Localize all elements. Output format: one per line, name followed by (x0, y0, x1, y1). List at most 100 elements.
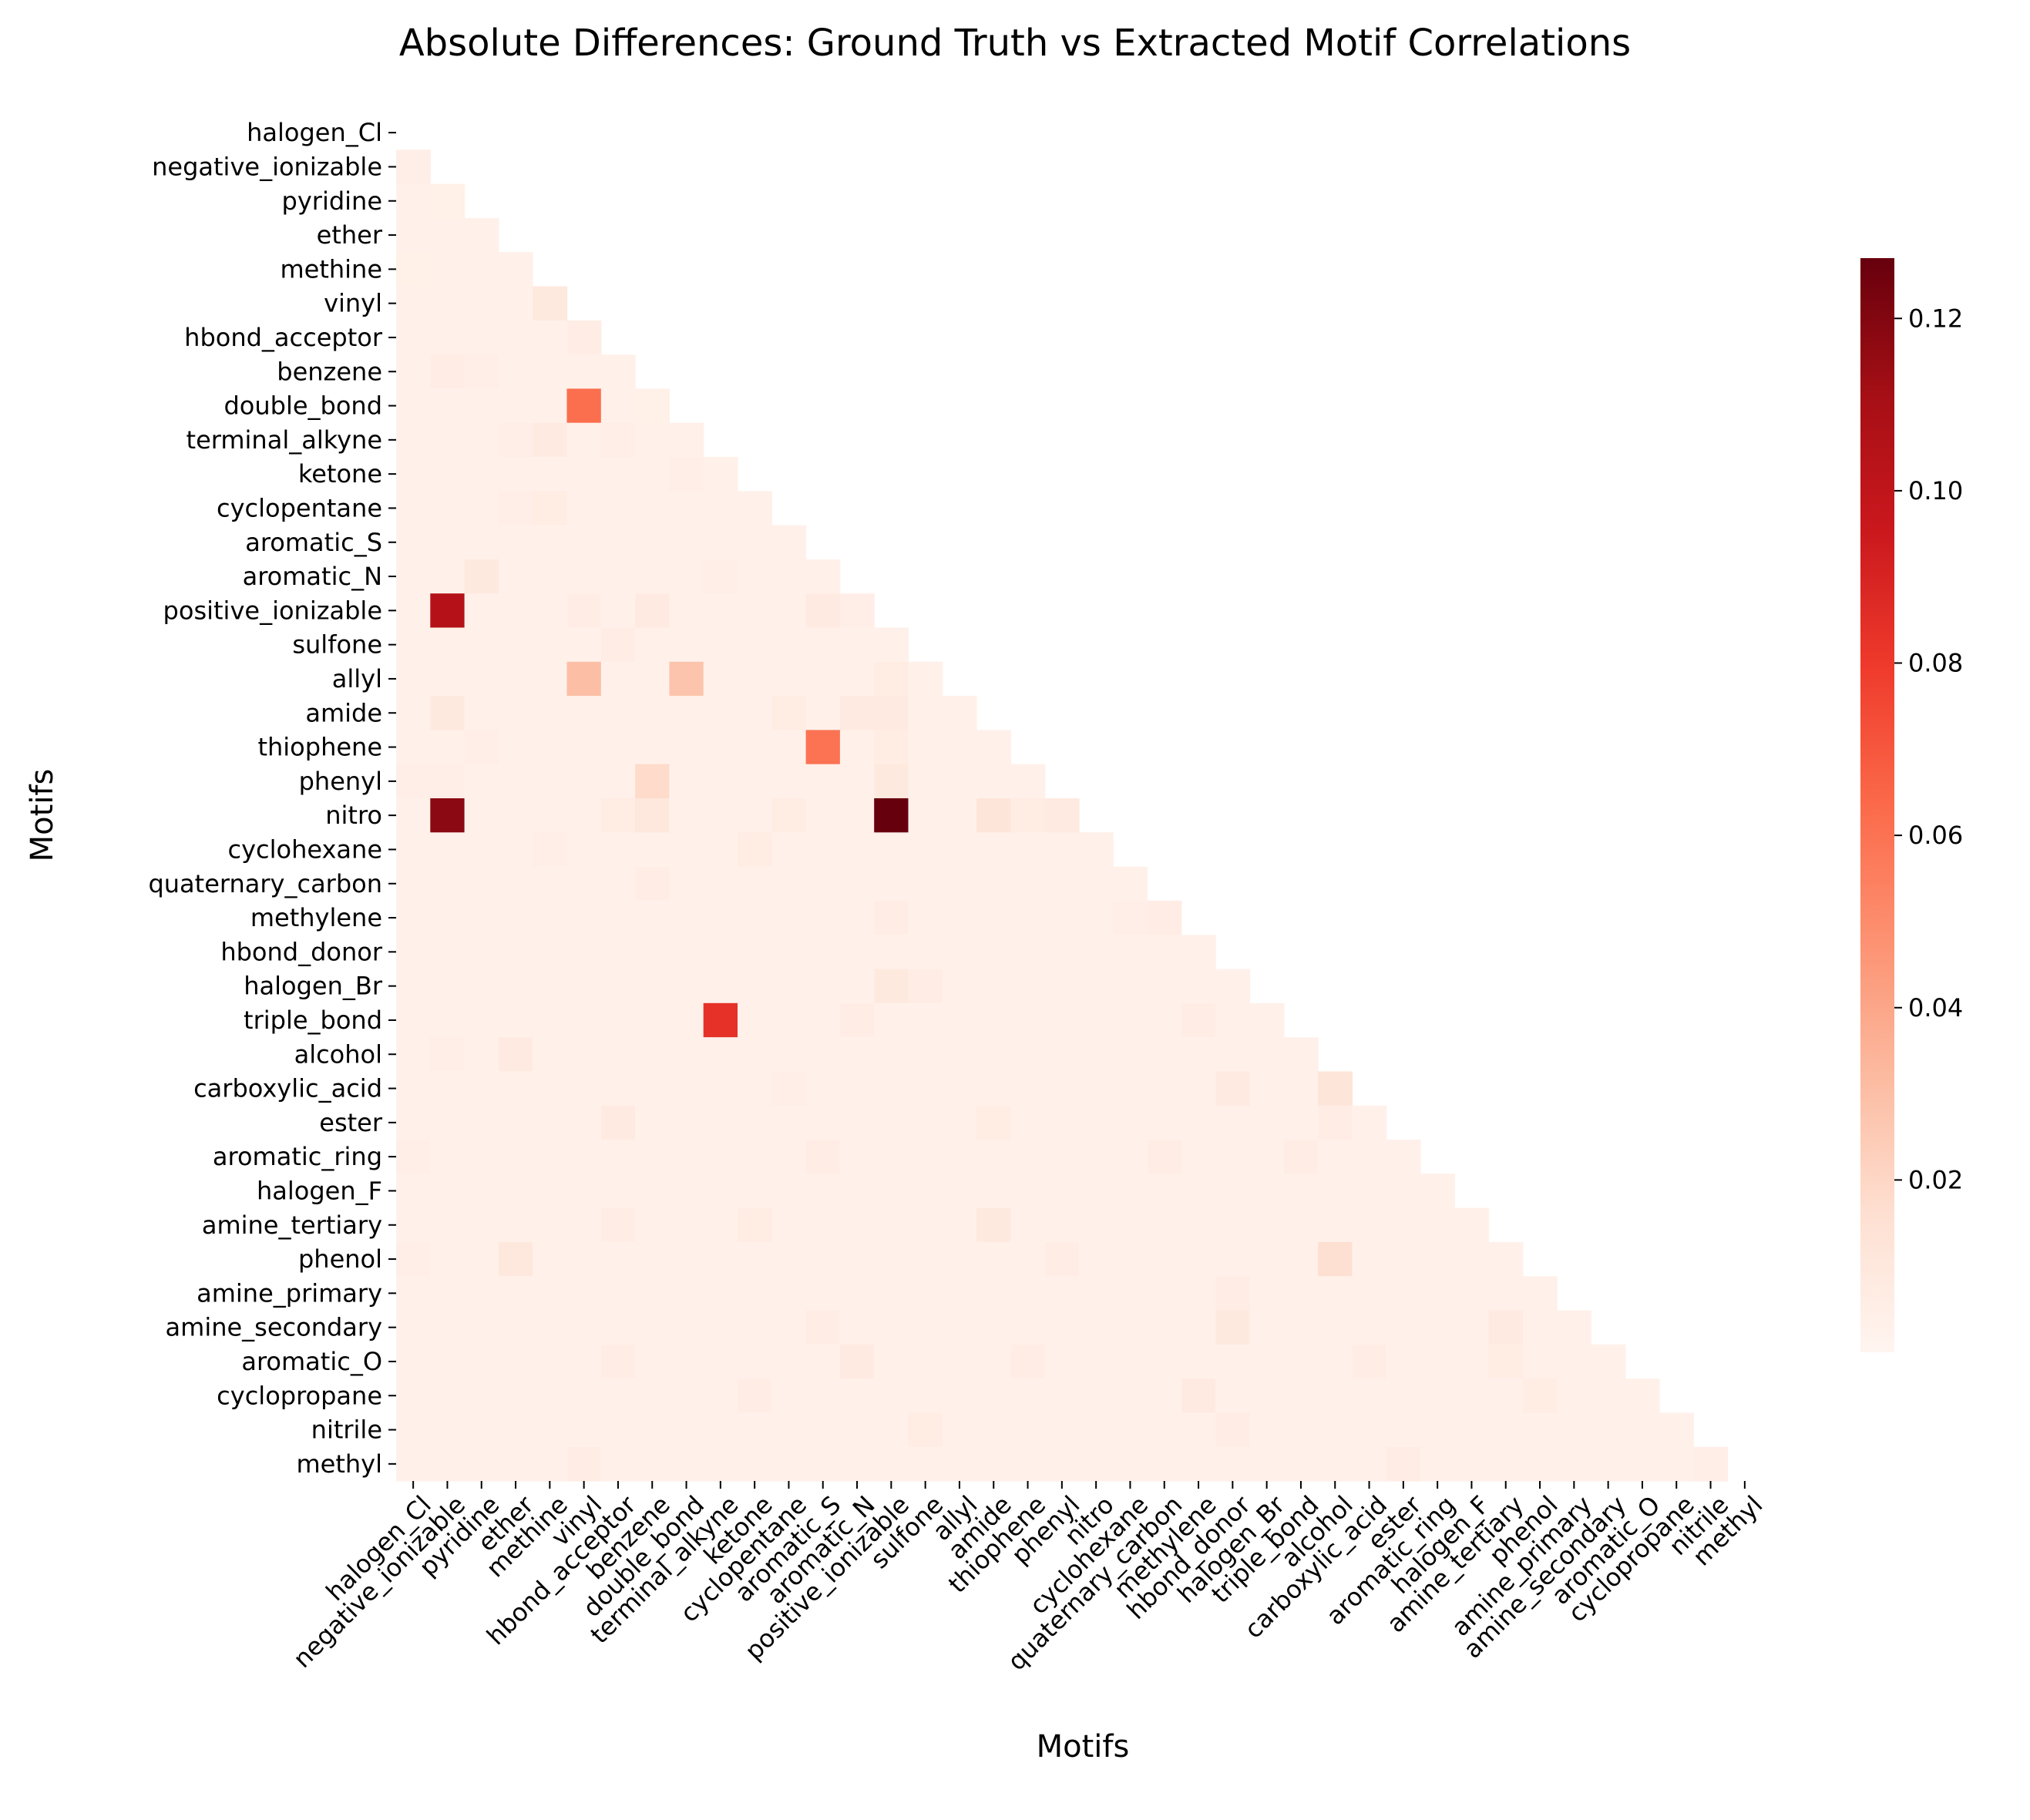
y-tick-label: amine_tertiary (202, 1211, 382, 1240)
heatmap-cell-alcohol-positive_ionizable (874, 1037, 909, 1072)
heatmap-cell-phenol-sulfone (908, 1241, 943, 1277)
heatmap-cell-aromatic_O-alcohol (1318, 1344, 1353, 1379)
heatmap-cell-amide-positive_ionizable (874, 696, 909, 730)
heatmap-cell-phenol-methylene (1181, 1241, 1216, 1277)
heatmap-cell-halogen_Br-positive_ionizable (874, 969, 909, 1004)
heatmap-cell-phenol-alcohol (1318, 1241, 1353, 1277)
heatmap-cell-sulfone-benzene (635, 627, 670, 663)
heatmap-cell-amine_primary-cyclohexane (1113, 1276, 1148, 1311)
y-tick-label: aromatic_S (245, 528, 382, 557)
heatmap-cell-ester-methine (533, 1105, 568, 1140)
heatmap-cell-amine_secondary-halogen_Br (1249, 1310, 1285, 1345)
heatmap-cell-nitro-terminal_alkyne (703, 798, 738, 833)
heatmap-cell-cyclopropane-halogen_F (1454, 1378, 1490, 1413)
heatmap-cell-thiophene-pyridine (464, 730, 499, 765)
heatmap-cell-nitro-pyridine (464, 798, 499, 833)
heatmap-cell-amine_tertiary-methylene (1181, 1207, 1216, 1243)
heatmap-cell-thiophene-amide (976, 730, 1011, 765)
heatmap-cell-aromatic_S-benzene (635, 525, 670, 560)
heatmap-cell-aromatic_ring-ether (498, 1140, 533, 1174)
heatmap-cell-methylene-pyridine (464, 900, 499, 935)
heatmap-cell-alcohol-terminal_alkyne (703, 1037, 738, 1072)
heatmap-cell-nitrile-amine_tertiary (1488, 1412, 1524, 1448)
heatmap-cell-alcohol-hbond_donor (1215, 1037, 1251, 1072)
heatmap-cell-sulfone-pyridine (464, 627, 499, 663)
heatmap-cell-nitro-benzene (635, 798, 670, 833)
heatmap-cell-triple_bond-aromatic_S (805, 1002, 841, 1038)
heatmap-cell-alcohol-benzene (635, 1037, 670, 1072)
heatmap-cell-terminal_alkyne-benzene (635, 422, 670, 458)
heatmap-cell-hbond_donor-thiophene (1010, 935, 1046, 970)
heatmap-cell-methyl-hbond_donor (1215, 1446, 1251, 1482)
heatmap-cell-amine_primary-halogen_F (1454, 1276, 1490, 1311)
heatmap-cell-vinyl-pyridine (464, 286, 499, 321)
heatmap-cell-positive_ionizable-aromatic_N (839, 593, 875, 629)
heatmap-cell-nitrile-benzene (635, 1412, 670, 1448)
heatmap-cell-ether-negative_ionizable (430, 217, 465, 253)
heatmap-cell-phenol-terminal_alkyne (703, 1241, 738, 1277)
heatmap-cell-amine_tertiary-negative_ionizable (430, 1207, 465, 1243)
heatmap-cell-halogen_F-pyridine (464, 1174, 499, 1209)
heatmap-cell-triple_bond-cyclohexane (1113, 1002, 1148, 1038)
heatmap-cell-nitrile-ester (1386, 1412, 1421, 1448)
y-tick-label: benzene (277, 357, 382, 386)
heatmap-cell-triple_bond-phenyl (1044, 1002, 1080, 1038)
heatmap-cell-methine-halogen_Cl (396, 252, 431, 287)
heatmap-cell-cyclohexane-ketone (738, 832, 772, 868)
heatmap-cell-aromatic_O-cyclopentane (771, 1344, 807, 1379)
heatmap-cell-amine_tertiary-allyl (942, 1207, 977, 1243)
heatmap-cell-amide-cyclopentane (771, 696, 807, 730)
heatmap-cell-benzene-vinyl (566, 354, 602, 389)
heatmap-cell-amide-halogen_Cl (396, 696, 431, 730)
y-tick-label: terminal_alkyne (187, 425, 382, 455)
heatmap-cell-thiophene-aromatic_N (839, 730, 875, 765)
heatmap-cell-sulfone-methine (533, 627, 568, 663)
heatmap-cell-amine_primary-allyl (942, 1276, 977, 1311)
heatmap-cell-halogen_Br-double_bond (669, 969, 704, 1004)
heatmap-cell-hbond_donor-vinyl (566, 935, 602, 970)
heatmap-cell-methylene-halogen_Cl (396, 900, 431, 935)
heatmap-cell-nitrile-pyridine (464, 1412, 499, 1448)
y-tick-label: sulfone (292, 630, 382, 660)
heatmap-cell-aromatic_ring-halogen_Br (1249, 1140, 1285, 1174)
heatmap-cell-alcohol-ketone (738, 1037, 772, 1072)
heatmap-cell-amine_tertiary-hbond_acceptor (600, 1207, 636, 1243)
heatmap-cell-cyclopropane-nitro (1079, 1378, 1114, 1413)
heatmap-cell-aromatic_S-methine (533, 525, 568, 560)
heatmap-cell-cyclohexane-pyridine (464, 832, 499, 868)
heatmap-cell-alcohol-negative_ionizable (430, 1037, 465, 1072)
heatmap-cell-aromatic_O-sulfone (908, 1344, 943, 1379)
heatmap-cell-quaternary_carbon-aromatic_N (839, 866, 875, 902)
heatmap-cell-halogen_F-aromatic_S (805, 1174, 841, 1209)
chart-title: Absolute Differences: Ground Truth vs Ex… (399, 22, 1631, 65)
heatmap-cell-aromatic_O-terminal_alkyne (703, 1344, 738, 1379)
heatmap-cell-alcohol-phenyl (1044, 1037, 1080, 1072)
heatmap-cell-phenyl-terminal_alkyne (703, 764, 738, 799)
heatmap-cell-halogen_Br-aromatic_S (805, 969, 841, 1004)
heatmap-cell-ketone-halogen_Cl (396, 457, 431, 492)
heatmap-cell-terminal_alkyne-hbond_acceptor (600, 422, 636, 458)
heatmap-cell-amine_secondary-quaternary_carbon (1147, 1310, 1182, 1345)
heatmap-cell-methylene-methine (533, 900, 568, 935)
heatmap-cell-aromatic_N-ether (498, 559, 533, 594)
heatmap-cell-methylene-nitro (1079, 900, 1114, 935)
heatmap-cell-hbond_donor-nitro (1079, 935, 1114, 970)
heatmap-cell-triple_bond-halogen_Cl (396, 1002, 431, 1038)
heatmap-cell-alcohol-pyridine (464, 1037, 499, 1072)
heatmap-cell-ester-phenyl (1044, 1105, 1080, 1140)
heatmap-cell-aromatic_ring-allyl (942, 1140, 977, 1174)
heatmap-cell-thiophene-terminal_alkyne (703, 730, 738, 765)
x-axis-label: Motifs (1037, 1729, 1130, 1765)
heatmap-cell-cyclohexane-phenyl (1044, 832, 1080, 868)
heatmap-cell-halogen_Br-hbond_donor (1215, 969, 1251, 1004)
heatmap-cell-halogen_F-allyl (942, 1174, 977, 1209)
y-tick-label: vinyl (324, 289, 382, 318)
heatmap-cell-phenyl-methine (533, 764, 568, 799)
heatmap-cells (396, 149, 1729, 1482)
heatmap-cell-amine_secondary-thiophene (1010, 1310, 1046, 1345)
heatmap-cell-halogen_F-amide (976, 1174, 1011, 1209)
heatmap-cell-halogen_Br-cyclopentane (771, 969, 807, 1004)
heatmap-cell-aromatic_ring-benzene (635, 1140, 670, 1174)
y-tick-label: alcohol (294, 1039, 382, 1069)
heatmap-cell-nitro-aromatic_N (839, 798, 875, 833)
